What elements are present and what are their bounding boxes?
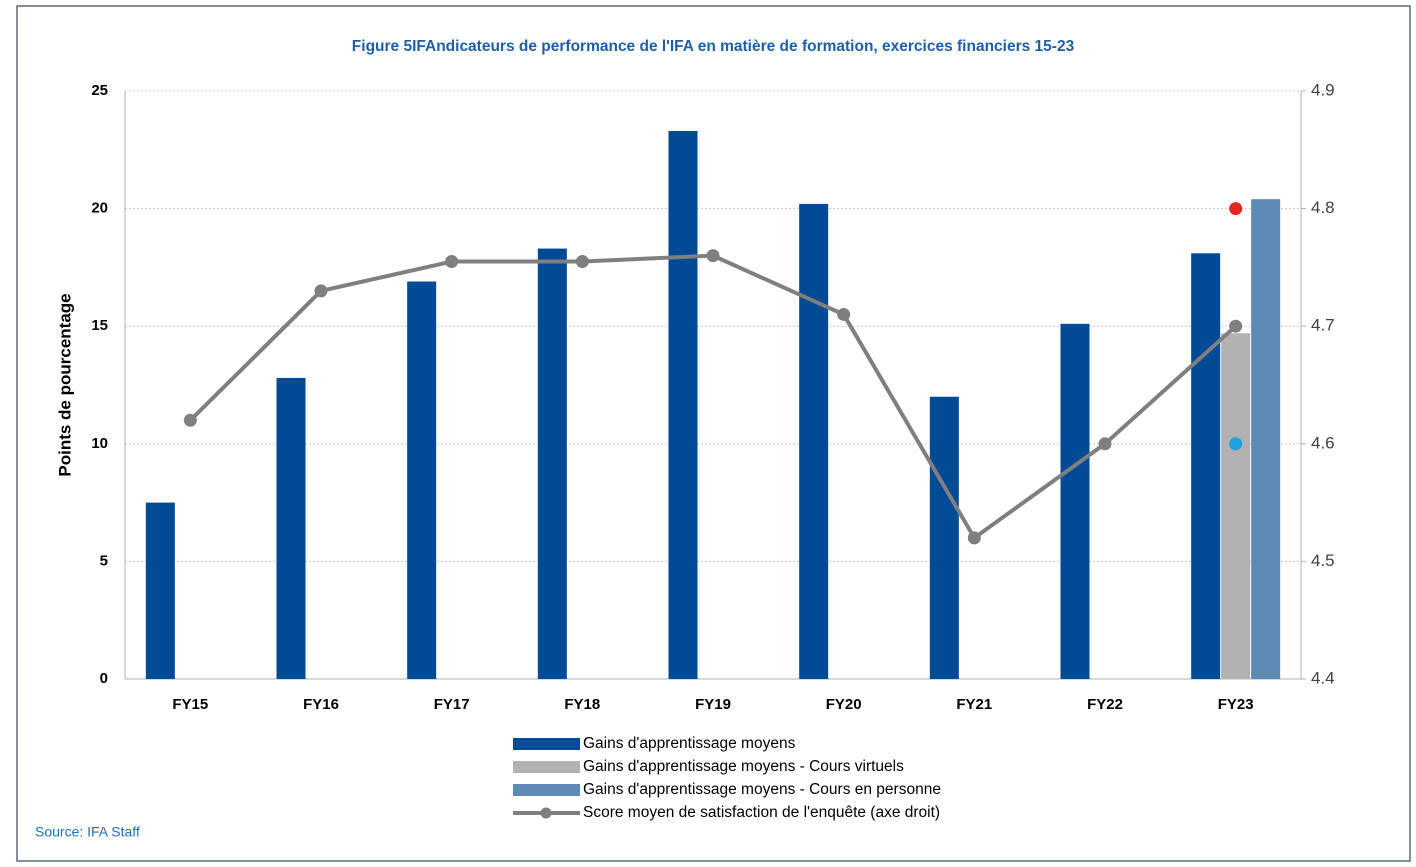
x-tick-label: FY23 xyxy=(1218,696,1254,713)
bar xyxy=(145,502,175,679)
y-tick-label: 5 xyxy=(100,552,108,569)
line-marker xyxy=(183,413,197,427)
legend-swatch xyxy=(513,761,580,773)
x-tick-label: FY19 xyxy=(695,696,731,713)
legend-swatch xyxy=(540,807,552,819)
y2-tick-label: 4.6 xyxy=(1311,433,1335,452)
line-marker xyxy=(314,284,328,298)
x-tick-label: FY20 xyxy=(826,696,862,713)
source: Source: IFA Staff xyxy=(35,824,140,840)
y2-tick-label: 4.4 xyxy=(1311,668,1335,687)
y-tick-label: 0 xyxy=(100,670,108,687)
bar xyxy=(929,396,959,679)
point xyxy=(1229,202,1243,216)
legend-label: Gains d'apprentissage moyens xyxy=(583,735,796,752)
x-tick-label: FY18 xyxy=(564,696,600,713)
line-marker xyxy=(706,249,720,263)
y-axis-label: Points de pourcentage xyxy=(55,293,74,476)
x-tick-label: FY16 xyxy=(303,696,339,713)
line-marker xyxy=(445,255,459,269)
legend-label: Gains d'apprentissage moyens - Cours en … xyxy=(583,781,941,798)
y-tick-label: 25 xyxy=(91,82,108,99)
bar xyxy=(799,203,829,679)
y-tick-label: 20 xyxy=(91,200,108,217)
bar xyxy=(1191,253,1221,679)
legend-label: Gains d'apprentissage moyens - Cours vir… xyxy=(583,758,904,775)
bar xyxy=(276,377,306,679)
y-tick-label: 10 xyxy=(91,435,108,452)
bar xyxy=(1251,199,1281,679)
x-tick-label: FY15 xyxy=(172,696,208,713)
bar xyxy=(668,130,698,679)
y-tick-label: 15 xyxy=(91,317,108,334)
bar xyxy=(537,248,567,680)
bar xyxy=(1221,333,1251,679)
y2-tick-label: 4.9 xyxy=(1311,80,1335,99)
line-marker xyxy=(837,307,851,321)
y2-tick-label: 4.5 xyxy=(1311,551,1335,570)
line-marker xyxy=(1229,319,1243,333)
legend-swatch xyxy=(513,738,580,750)
line-marker xyxy=(575,255,589,269)
bar xyxy=(1060,323,1090,679)
legend-swatch xyxy=(513,784,580,796)
y2-tick-label: 4.8 xyxy=(1311,198,1335,217)
line-marker xyxy=(967,531,981,545)
bar xyxy=(407,281,437,679)
chart-title: Figure 5IFAndicateurs de performance de … xyxy=(352,38,1075,55)
point xyxy=(1229,437,1243,451)
x-tick-label: FY17 xyxy=(434,696,470,713)
frame xyxy=(16,5,1411,862)
x-tick-label: FY21 xyxy=(956,696,992,713)
y2-tick-label: 4.7 xyxy=(1311,316,1335,335)
line-marker xyxy=(1098,437,1112,451)
legend-label: Score moyen de satisfaction de l'enquête… xyxy=(583,804,940,821)
x-tick-label: FY22 xyxy=(1087,696,1123,713)
